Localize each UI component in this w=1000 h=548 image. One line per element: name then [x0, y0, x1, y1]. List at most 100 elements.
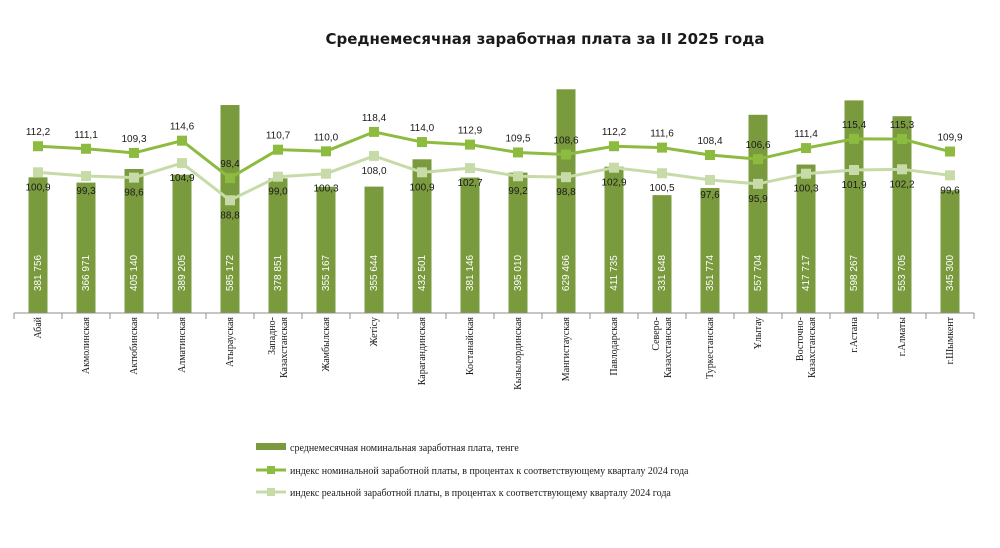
real-index-marker: [609, 162, 619, 173]
nominal-index-label: 108,6: [553, 136, 578, 147]
real-index-marker: [417, 167, 427, 178]
bar: [508, 172, 528, 313]
category-label: Костанайская: [465, 317, 476, 376]
nominal-index-marker: [417, 137, 427, 148]
real-index-label: 102,9: [601, 178, 626, 189]
real-index-label: 102,2: [889, 179, 914, 190]
real-index-label: 99,2: [508, 186, 528, 197]
category-label: Мангистауская: [561, 317, 572, 382]
real-index-marker: [81, 171, 91, 182]
bar: [796, 164, 816, 313]
nominal-index-marker: [513, 147, 523, 158]
bar-value-label: 598 267: [849, 254, 860, 291]
category-labels: Абай Акмолинская Актюбинская Алматинская Аты…: [33, 316, 956, 390]
nominal-index-marker: [753, 154, 763, 165]
bar-value-label: 629 466: [561, 254, 572, 291]
bar-labels-group: 381 756 366 971 405 140 389 205 585 172 378 8…: [33, 254, 956, 291]
bars-group: [28, 89, 960, 314]
real-index-label: 88,8: [220, 210, 240, 221]
category-label: Казахстанская: [279, 317, 290, 378]
bar-value-label: 381 146: [465, 254, 476, 291]
real-index-label: 98,8: [556, 187, 576, 198]
nominal-index-marker: [561, 149, 571, 160]
real-index-label: 97,6: [700, 190, 720, 201]
nominal-index-label: 111,6: [650, 129, 674, 140]
nominal-index-marker: [465, 139, 475, 150]
x-axis: [13, 312, 975, 319]
real-index-marker: [321, 168, 331, 179]
category-label: Казахстанская: [807, 317, 818, 378]
nominal-index-marker: [321, 146, 331, 157]
bar: [556, 89, 576, 313]
nominal-index-marker: [273, 144, 283, 155]
chart-title: Среднемесячная заработная плата за II 20…: [326, 30, 765, 48]
nominal-index-label: 112,9: [458, 126, 483, 137]
bar-value-label: 355 644: [369, 254, 380, 291]
nominal-index-label: 112,2: [602, 127, 627, 138]
real-index-label: 104,9: [169, 173, 194, 184]
legend-marker-nominal: [267, 466, 275, 474]
real-index-marker: [561, 172, 571, 183]
category-label: Карагандинская: [417, 317, 428, 386]
real-index-label: 95,9: [748, 194, 768, 205]
real-index-label: 100,3: [313, 184, 338, 195]
bar: [316, 186, 336, 313]
real-index-label: 99,6: [940, 185, 960, 196]
real-index-marker: [753, 178, 763, 189]
nominal-index-label: 108,4: [697, 136, 722, 147]
category-label: Северо-: [651, 317, 662, 351]
real-index-label: 100,9: [409, 182, 434, 193]
bar-value-label: 351 774: [705, 254, 716, 291]
legend: среднемесячная номинальная заработная пл…: [256, 443, 689, 499]
bar: [652, 195, 672, 313]
nominal-index-label: 109,3: [121, 134, 146, 145]
bar: [172, 174, 192, 313]
legend-label-real: индекс реальной заработной платы, в проц…: [290, 488, 671, 499]
nominal-index-label: 110,0: [314, 132, 339, 143]
category-label: Павлодарская: [609, 317, 620, 376]
nominal-index-marker: [369, 126, 379, 137]
legend-marker-real: [267, 488, 275, 496]
real-index-marker: [705, 174, 715, 185]
legend-label-bar: среднемесячная номинальная заработная пл…: [290, 443, 519, 454]
category-label: Восточно-: [795, 317, 806, 361]
bar-value-label: 411 735: [609, 255, 620, 291]
nominal-index-label: 112,2: [26, 127, 51, 138]
legend-label-nominal: индекс номинальной заработной платы, в п…: [290, 466, 689, 477]
category-label: Жетісу: [369, 317, 380, 346]
real-index-marker: [513, 171, 523, 182]
nominal-index-marker: [129, 147, 139, 158]
bar-value-label: 432 501: [417, 254, 428, 291]
real-index-marker: [465, 163, 475, 174]
category-label: г.Астана: [849, 316, 860, 352]
bar: [748, 114, 768, 314]
category-label: Абай: [33, 316, 44, 338]
bar: [220, 105, 240, 313]
real-index-marker: [657, 168, 667, 179]
real-index-label: 102,7: [457, 178, 482, 189]
bar: [364, 186, 384, 313]
bar-value-label: 345 300: [945, 254, 956, 291]
category-label: Жамбылская: [321, 317, 332, 372]
real-index-marker: [849, 165, 859, 176]
bar: [28, 177, 48, 313]
real-index-marker: [33, 167, 43, 178]
bar-value-label: 553 705: [897, 254, 908, 291]
nominal-index-label: 109,5: [505, 133, 530, 144]
lines-group: [33, 126, 955, 206]
real-index-label: 100,9: [25, 182, 50, 193]
real-index-line: [37, 154, 951, 202]
bar-value-label: 366 971: [81, 254, 92, 291]
nominal-index-marker: [657, 142, 667, 153]
legend-swatch-bar: [256, 443, 286, 450]
category-label: Западно-: [267, 317, 278, 355]
category-label: г.Алматы: [897, 317, 908, 356]
category-label: Атырауская: [225, 317, 236, 367]
bar: [700, 187, 720, 313]
nominal-index-marker: [801, 143, 811, 154]
category-label: Алматинская: [177, 317, 188, 373]
bar-value-label: 395 010: [513, 254, 524, 291]
real-index-marker: [897, 164, 907, 175]
bar-value-label: 331 648: [657, 254, 668, 291]
